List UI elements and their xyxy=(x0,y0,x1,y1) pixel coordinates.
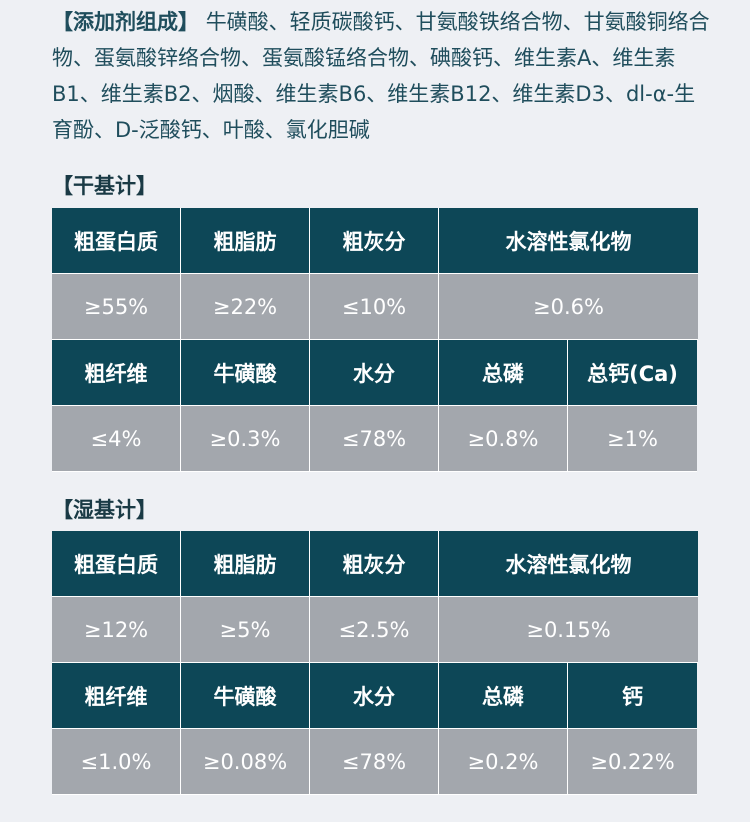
ingredients-label: 【添加剂组成】 xyxy=(52,10,199,34)
dry-value-row-2: ≤4% ≥0.3% ≤78% ≥0.8% ≥1% xyxy=(52,406,698,472)
dry-header-cell: 水溶性氯化物 xyxy=(439,208,698,274)
ingredients-paragraph: 【添加剂组成】 牛磺酸、轻质碳酸钙、甘氨酸铁络合物、甘氨酸铜络合物、蛋氨酸锌络合… xyxy=(52,4,712,148)
dry-header-row-2: 粗纤维 牛磺酸 水分 总磷 总钙(Ca) xyxy=(52,340,698,406)
wet-value-cell: ≤2.5% xyxy=(310,597,439,663)
dry-header-cell: 粗灰分 xyxy=(310,208,439,274)
wet-header-cell: 粗纤维 xyxy=(52,663,181,729)
dry-header-cell: 总钙(Ca) xyxy=(568,340,697,406)
wet-value-row-2: ≤1.0% ≥0.08% ≤78% ≥0.2% ≥0.22% xyxy=(52,729,698,795)
wet-value-cell: ≤1.0% xyxy=(52,729,181,795)
dry-value-cell: ≥0.8% xyxy=(439,406,568,472)
wet-header-cell: 粗蛋白质 xyxy=(52,531,181,597)
wet-basis-table: 粗蛋白质 粗脂肪 粗灰分 水溶性氯化物 ≥12% ≥5% ≤2.5% ≥0.15… xyxy=(52,531,698,795)
wet-value-cell: ≥0.15% xyxy=(439,597,698,663)
wet-value-cell: ≥5% xyxy=(181,597,310,663)
wet-value-row-1: ≥12% ≥5% ≤2.5% ≥0.15% xyxy=(52,597,698,663)
dry-header-cell: 总磷 xyxy=(439,340,568,406)
wet-header-cell: 水分 xyxy=(310,663,439,729)
wet-value-cell: ≤78% xyxy=(310,729,439,795)
dry-value-row-1: ≥55% ≥22% ≤10% ≥0.6% xyxy=(52,274,698,340)
wet-header-cell: 水溶性氯化物 xyxy=(439,531,698,597)
dry-value-cell: ≥55% xyxy=(52,274,181,340)
wet-header-cell: 粗灰分 xyxy=(310,531,439,597)
dry-value-cell: ≥22% xyxy=(181,274,310,340)
wet-header-row-1: 粗蛋白质 粗脂肪 粗灰分 水溶性氯化物 xyxy=(52,531,698,597)
wet-header-cell: 粗脂肪 xyxy=(181,531,310,597)
dry-value-cell: ≤10% xyxy=(310,274,439,340)
wet-header-cell: 总磷 xyxy=(439,663,568,729)
dry-header-cell: 粗蛋白质 xyxy=(52,208,181,274)
wet-basis-title: 【湿基计】 xyxy=(52,498,157,522)
dry-header-cell: 粗脂肪 xyxy=(181,208,310,274)
wet-header-cell: 钙 xyxy=(568,663,697,729)
dry-basis-title: 【干基计】 xyxy=(52,174,157,198)
dry-header-cell: 粗纤维 xyxy=(52,340,181,406)
dry-basis-table: 粗蛋白质 粗脂肪 粗灰分 水溶性氯化物 ≥55% ≥22% ≤10% ≥0.6%… xyxy=(52,208,698,472)
wet-value-cell: ≥0.2% xyxy=(439,729,568,795)
wet-value-cell: ≥12% xyxy=(52,597,181,663)
wet-header-row-2: 粗纤维 牛磺酸 水分 总磷 钙 xyxy=(52,663,698,729)
dry-value-cell: ≥0.6% xyxy=(439,274,698,340)
dry-header-cell: 牛磺酸 xyxy=(181,340,310,406)
dry-value-cell: ≤78% xyxy=(310,406,439,472)
dry-header-row-1: 粗蛋白质 粗脂肪 粗灰分 水溶性氯化物 xyxy=(52,208,698,274)
wet-header-cell: 牛磺酸 xyxy=(181,663,310,729)
wet-value-cell: ≥0.22% xyxy=(568,729,697,795)
dry-value-cell: ≥0.3% xyxy=(181,406,310,472)
ingredients-text: 牛磺酸、轻质碳酸钙、甘氨酸铁络合物、甘氨酸铜络合物、蛋氨酸锌络合物、蛋氨酸锰络合… xyxy=(52,10,710,142)
dry-header-cell: 水分 xyxy=(310,340,439,406)
wet-value-cell: ≥0.08% xyxy=(181,729,310,795)
dry-value-cell: ≥1% xyxy=(568,406,697,472)
dry-value-cell: ≤4% xyxy=(52,406,181,472)
